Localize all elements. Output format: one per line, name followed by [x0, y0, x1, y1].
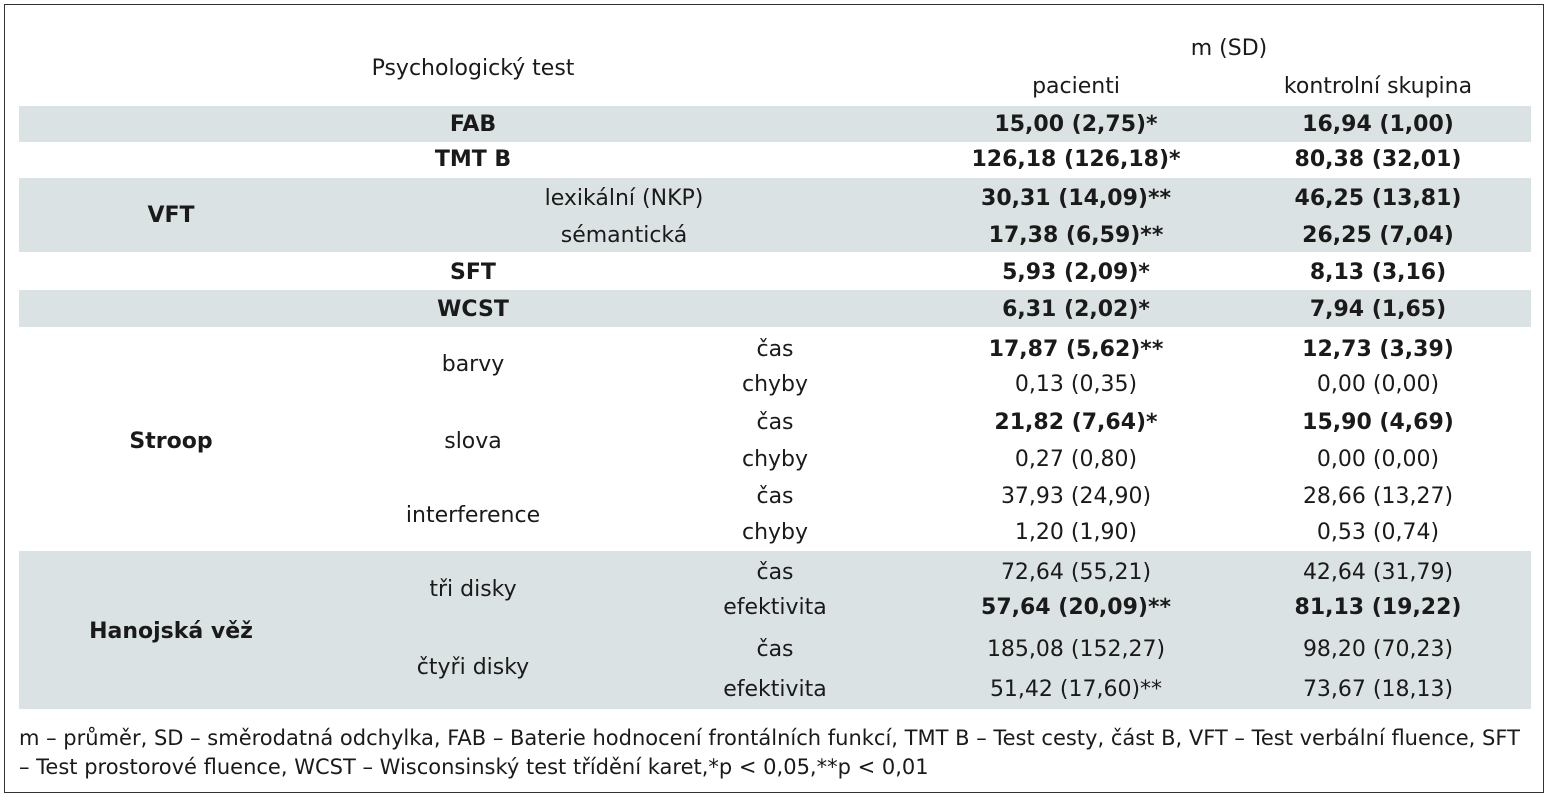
row-label-vft: VFT	[147, 203, 195, 228]
cell-stroop-words-errors-patients: 0,27 (0,80)	[1014, 447, 1138, 472]
cell-stroop-colors-time-patients: 17,87 (5,62)**	[988, 337, 1164, 362]
cell-tmtb-controls: 80,38 (32,01)	[1294, 147, 1462, 172]
cell-stroop-colors-errors-controls: 0,00 (0,00)	[1316, 372, 1440, 397]
row-band-vft	[19, 178, 1531, 252]
cell-stroop-colors-time-controls: 12,73 (3,39)	[1302, 337, 1454, 362]
row-label-wcst: WCST	[437, 297, 509, 322]
cell-hanoi-three-time-patients: 72,64 (55,21)	[1000, 560, 1152, 585]
cell-tmtb-patients: 126,18 (126,18)*	[971, 147, 1181, 172]
cell-sft-controls: 8,13 (3,16)	[1309, 260, 1447, 285]
cell-hanoi-four-efficiency-controls: 73,67 (18,13)	[1302, 677, 1454, 702]
row-sublabel-vft-semantic: sémantická	[560, 223, 688, 248]
row-label-hanoi: Hanojská věž	[89, 619, 253, 644]
row-label-fab: FAB	[449, 112, 497, 137]
row-sublabel-hanoi-four: čtyři disky	[416, 655, 530, 680]
measure-label: efektivita	[723, 595, 827, 620]
row-label-stroop: Stroop	[129, 429, 213, 454]
cell-vft-lexical-controls: 46,25 (13,81)	[1294, 186, 1462, 211]
cell-hanoi-three-efficiency-controls: 81,13 (19,22)	[1294, 595, 1462, 620]
cell-stroop-interference-errors-controls: 0,53 (0,74)	[1316, 520, 1440, 545]
cell-fab-patients: 15,00 (2,75)*	[994, 112, 1158, 137]
cell-stroop-words-time-patients: 21,82 (7,64)*	[994, 410, 1158, 435]
cell-stroop-colors-errors-patients: 0,13 (0,35)	[1014, 372, 1138, 397]
measure-label: chyby	[741, 447, 809, 472]
measure-label: čas	[756, 637, 794, 662]
row-sublabel-hanoi-three: tři disky	[429, 577, 517, 602]
cell-hanoi-four-efficiency-patients: 51,42 (17,60)**	[989, 677, 1163, 702]
cell-hanoi-four-time-patients: 185,08 (152,27)	[986, 637, 1166, 662]
row-label-tmtb: TMT B	[434, 147, 512, 172]
row-label-sft: SFT	[450, 260, 496, 285]
row-sublabel-stroop-words: slova	[444, 429, 502, 454]
cell-vft-semantic-patients: 17,38 (6,59)**	[988, 223, 1164, 248]
cell-stroop-words-errors-controls: 0,00 (0,00)	[1316, 447, 1440, 472]
measure-label: chyby	[741, 372, 809, 397]
cell-sft-patients: 5,93 (2,09)*	[1002, 260, 1150, 285]
row-band-hanoi	[19, 551, 1531, 709]
cell-hanoi-three-time-controls: 42,64 (31,79)	[1302, 560, 1454, 585]
measure-label: čas	[756, 410, 794, 435]
header-patients: pacienti	[1032, 74, 1120, 99]
row-band-wcst	[19, 290, 1531, 327]
measure-label: čas	[756, 484, 794, 509]
header-controls: kontrolní skupina	[1283, 74, 1473, 99]
cell-wcst-patients: 6,31 (2,02)*	[1002, 297, 1150, 322]
cell-hanoi-three-efficiency-patients: 57,64 (20,09)**	[981, 595, 1171, 620]
header-test-column: Psychologický test	[371, 56, 575, 81]
row-sublabel-vft-lexical: lexikální (NKP)	[544, 186, 704, 211]
cell-hanoi-four-time-controls: 98,20 (70,23)	[1302, 637, 1454, 662]
table-frame	[4, 4, 1544, 793]
cell-vft-semantic-controls: 26,25 (7,04)	[1302, 223, 1454, 248]
measure-label: efektivita	[723, 677, 827, 702]
header-stat-label: m (SD)	[1190, 36, 1268, 61]
measure-label: čas	[756, 560, 794, 585]
cell-stroop-interference-time-controls: 28,66 (13,27)	[1302, 484, 1454, 509]
measure-label: chyby	[741, 520, 809, 545]
row-sublabel-stroop-colors: barvy	[441, 352, 505, 377]
row-sublabel-stroop-interference: interference	[405, 503, 541, 528]
cell-stroop-words-time-controls: 15,90 (4,69)	[1302, 410, 1454, 435]
row-band-fab	[19, 106, 1531, 142]
cell-vft-lexical-patients: 30,31 (14,09)**	[981, 186, 1171, 211]
measure-label: čas	[756, 337, 794, 362]
cell-stroop-interference-time-patients: 37,93 (24,90)	[1000, 484, 1152, 509]
cell-wcst-controls: 7,94 (1,65)	[1309, 297, 1447, 322]
cell-fab-controls: 16,94 (1,00)	[1302, 112, 1454, 137]
cell-stroop-interference-errors-patients: 1,20 (1,90)	[1014, 520, 1138, 545]
table-footnote: m – průměr, SD – směrodatná odchylka, FA…	[19, 726, 1520, 779]
